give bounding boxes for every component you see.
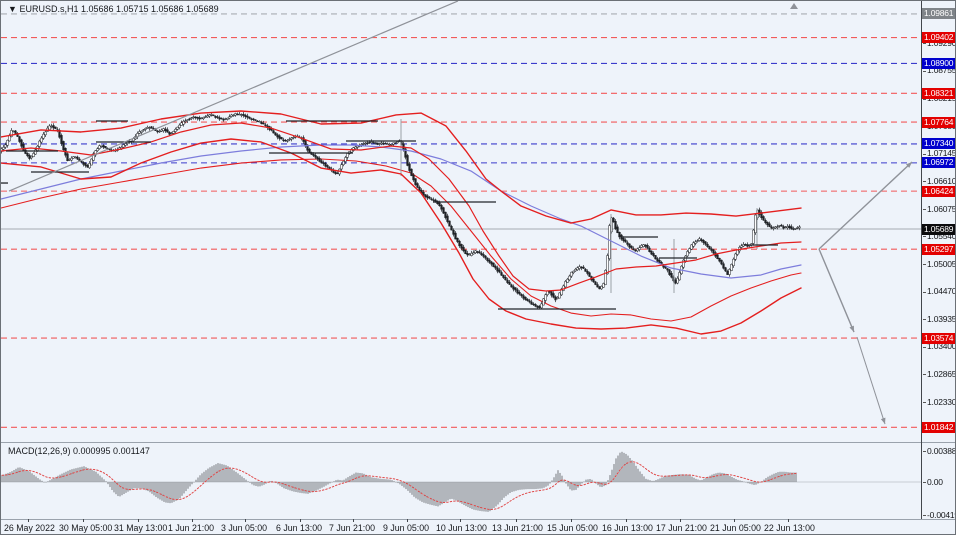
axis-tick xyxy=(923,70,926,72)
macd-indicator-label: MACD(12,26,9) 0.000995 0.001147 xyxy=(8,446,150,456)
arrowhead xyxy=(880,417,886,425)
time-label: 15 Jun 05:00 xyxy=(547,523,598,533)
price-label-1.05297: 1.05297 xyxy=(922,243,955,255)
time-label: 9 Jun 05:00 xyxy=(383,523,429,533)
macd-indicator-canvas[interactable] xyxy=(1,443,921,519)
price-label-1.08755: 1.08755 xyxy=(923,65,955,76)
price-label-1.02865: 1.02865 xyxy=(923,369,955,380)
band-mid[interactable] xyxy=(1,122,802,292)
arrowhead xyxy=(905,161,912,168)
time-label: 3 Jun 05:00 xyxy=(221,523,267,533)
projection-arrow[interactable] xyxy=(818,248,855,333)
axis-tick xyxy=(923,346,926,348)
price-label-1.08900: 1.08900 xyxy=(922,57,955,69)
band-lower[interactable] xyxy=(1,138,802,335)
time-label: 13 Jun 21:00 xyxy=(492,523,543,533)
chart-title: ▼ EURUSD.s,H1 1.05686 1.05715 1.05686 1.… xyxy=(8,4,219,14)
axis-tick xyxy=(923,401,926,403)
time-label: 6 Jun 13:00 xyxy=(276,523,322,533)
axis-tick xyxy=(923,208,926,210)
time-tick xyxy=(138,519,139,522)
macd-histogram xyxy=(1,451,797,512)
time-tick xyxy=(516,519,517,522)
time-label: 16 Jun 13:00 xyxy=(602,523,653,533)
price-label-1.06972: 1.06972 xyxy=(922,157,955,169)
axis-tick xyxy=(923,291,926,293)
time-tick xyxy=(460,519,461,522)
candlestick-series[interactable] xyxy=(1,111,801,310)
time-label: 7 Jun 21:00 xyxy=(329,523,375,533)
time-label: 17 Jun 21:00 xyxy=(656,523,707,533)
price-axis[interactable]: 1.098611.094021.092901.089001.087551.083… xyxy=(921,1,955,521)
price-label-1.03574: 1.03574 xyxy=(922,332,955,344)
time-tick xyxy=(626,519,627,522)
projection-arrow[interactable] xyxy=(818,161,913,250)
axis-tick xyxy=(923,451,926,453)
time-axis[interactable]: 26 May 2022 30 May 05:00 31 May 13:00 1 Jun… xyxy=(1,519,955,534)
trendline[interactable] xyxy=(8,1,459,192)
time-tick xyxy=(245,519,246,522)
arrowhead xyxy=(849,325,854,333)
price-label-1.02330: 1.02330 xyxy=(923,397,955,408)
macd-scale-label-0.003884: 0.003884 xyxy=(923,446,955,457)
time-tick xyxy=(788,519,789,522)
price-label-1.04470: 1.04470 xyxy=(923,286,955,297)
macd-signal-line xyxy=(1,461,797,511)
price-label-1.06610: 1.06610 xyxy=(923,176,955,187)
projection-arrow-extension[interactable] xyxy=(856,336,886,425)
time-tick xyxy=(353,519,354,522)
main-chart-canvas[interactable] xyxy=(1,1,921,442)
time-label: 10 Jun 13:00 xyxy=(436,523,487,533)
axis-tick xyxy=(923,236,926,238)
time-tick xyxy=(571,519,572,522)
price-label-1.09402: 1.09402 xyxy=(922,32,955,44)
axis-tick xyxy=(923,319,926,321)
axis-tick xyxy=(923,374,926,376)
panel-divider-timeaxis xyxy=(1,519,955,520)
time-label: 21 Jun 05:00 xyxy=(710,523,761,533)
ma-slow-red[interactable] xyxy=(1,158,802,322)
symbol-ohlc-text: EURUSD.s,H1 1.05686 1.05715 1.05686 1.05… xyxy=(19,4,219,14)
price-label-1.05540: 1.05540 xyxy=(923,231,955,242)
axis-tick xyxy=(923,181,926,183)
time-label: 30 May 05:00 xyxy=(59,523,113,533)
time-tick xyxy=(300,519,301,522)
time-label: 31 May 13:00 xyxy=(114,523,168,533)
time-label: 1 Jun 21:00 xyxy=(168,523,214,533)
symbol-menu-icon[interactable]: ▼ xyxy=(8,4,17,14)
price-label-1.09861: 1.09861 xyxy=(922,8,955,20)
price-label-1.03400: 1.03400 xyxy=(923,341,955,352)
current-price-label: 1.05689 xyxy=(922,223,955,235)
axis-tick xyxy=(923,98,926,100)
time-tick xyxy=(680,519,681,522)
time-label: 26 May 2022 xyxy=(4,523,55,533)
axis-tick xyxy=(923,43,926,45)
price-label-1.07340: 1.07340 xyxy=(922,138,955,150)
time-tick xyxy=(28,519,29,522)
axis-tick xyxy=(923,264,926,265)
time-tick xyxy=(734,519,735,522)
price-label-1.03935: 1.03935 xyxy=(923,314,955,325)
time-label: 22 Jun 13:00 xyxy=(764,523,815,533)
trendline-arrow-marker[interactable] xyxy=(790,3,798,9)
price-label-1.08321: 1.08321 xyxy=(922,87,955,99)
price-label-1.06424: 1.06424 xyxy=(922,185,955,197)
price-label-1.06075: 1.06075 xyxy=(923,204,955,215)
time-tick xyxy=(83,519,84,522)
price-label-1.07764: 1.07764 xyxy=(922,116,955,128)
price-label-1.01842: 1.01842 xyxy=(922,421,955,433)
panel-divider-macd[interactable] xyxy=(1,442,955,443)
price-label-1.07145: 1.07145 xyxy=(923,148,955,159)
axis-tick xyxy=(923,514,926,516)
macd-scale-label-0.00: 0.00 xyxy=(923,477,955,488)
time-tick xyxy=(407,519,408,522)
price-label-1.05005: 1.05005 xyxy=(923,259,955,270)
ma-slow-blue[interactable] xyxy=(1,144,802,279)
axis-tick xyxy=(923,153,926,155)
macd-scale-label--0.004191: -0.004191 xyxy=(923,510,955,521)
axis-tick xyxy=(923,481,926,483)
time-tick xyxy=(192,519,193,522)
